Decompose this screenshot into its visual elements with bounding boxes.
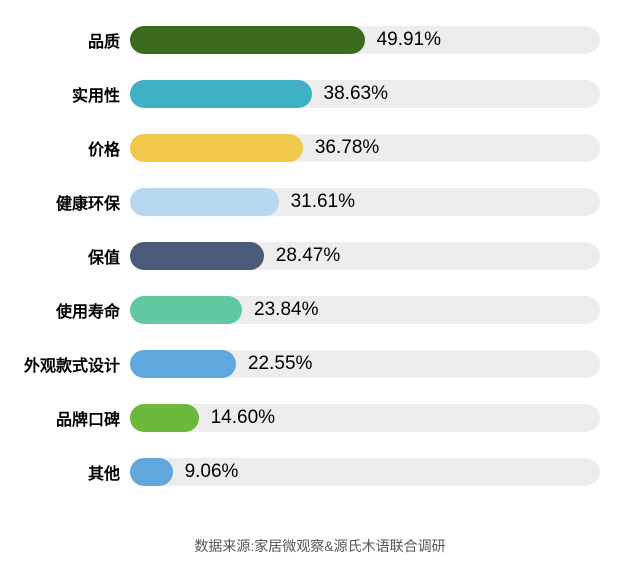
- bar-track: 14.60%: [130, 404, 600, 432]
- bar-value: 9.06%: [185, 458, 239, 486]
- bar-fill: [130, 80, 312, 108]
- chart-row: 其他 9.06%: [0, 452, 640, 492]
- bar-label: 品牌口碑: [0, 406, 130, 430]
- chart-row: 实用性 38.63%: [0, 74, 640, 114]
- bar-fill: [130, 188, 279, 216]
- bar-fill: [130, 26, 365, 54]
- bar-fill: [130, 296, 242, 324]
- bar-track: 9.06%: [130, 458, 600, 486]
- bar-label: 品质: [0, 28, 130, 52]
- horizontal-bar-chart: 品质 49.91% 实用性 38.63% 价格 36.78% 健康环保 31.61% 保值 28.…: [0, 20, 640, 506]
- bar-track: 28.47%: [130, 242, 600, 270]
- bar-value: 22.55%: [248, 350, 312, 378]
- bar-label: 实用性: [0, 82, 130, 106]
- bar-fill: [130, 350, 236, 378]
- bar-value: 31.61%: [291, 188, 355, 216]
- bar-label: 外观款式设计: [0, 352, 130, 376]
- bar-track: 22.55%: [130, 350, 600, 378]
- bar-value: 28.47%: [276, 242, 340, 270]
- chart-row: 健康环保 31.61%: [0, 182, 640, 222]
- bar-fill: [130, 458, 173, 486]
- bar-track: 38.63%: [130, 80, 600, 108]
- chart-row: 价格 36.78%: [0, 128, 640, 168]
- bar-value: 36.78%: [315, 134, 379, 162]
- chart-row: 品牌口碑 14.60%: [0, 398, 640, 438]
- bar-label: 使用寿命: [0, 298, 130, 322]
- data-source-caption: 数据来源:家居微观察&源氏木语联合调研: [0, 536, 640, 556]
- bar-fill: [130, 242, 264, 270]
- bar-track: 23.84%: [130, 296, 600, 324]
- chart-row: 使用寿命 23.84%: [0, 290, 640, 330]
- bar-label: 保值: [0, 244, 130, 268]
- bar-track: 36.78%: [130, 134, 600, 162]
- chart-row: 外观款式设计 22.55%: [0, 344, 640, 384]
- bar-fill: [130, 134, 303, 162]
- chart-row: 保值 28.47%: [0, 236, 640, 276]
- bar-label: 健康环保: [0, 190, 130, 214]
- bar-value: 49.91%: [377, 26, 441, 54]
- bar-value: 14.60%: [211, 404, 275, 432]
- bar-track: 49.91%: [130, 26, 600, 54]
- bar-label: 价格: [0, 136, 130, 160]
- bar-track: 31.61%: [130, 188, 600, 216]
- bar-fill: [130, 404, 199, 432]
- bar-label: 其他: [0, 460, 130, 484]
- chart-row: 品质 49.91%: [0, 20, 640, 60]
- bar-value: 23.84%: [254, 296, 318, 324]
- bar-value: 38.63%: [324, 80, 388, 108]
